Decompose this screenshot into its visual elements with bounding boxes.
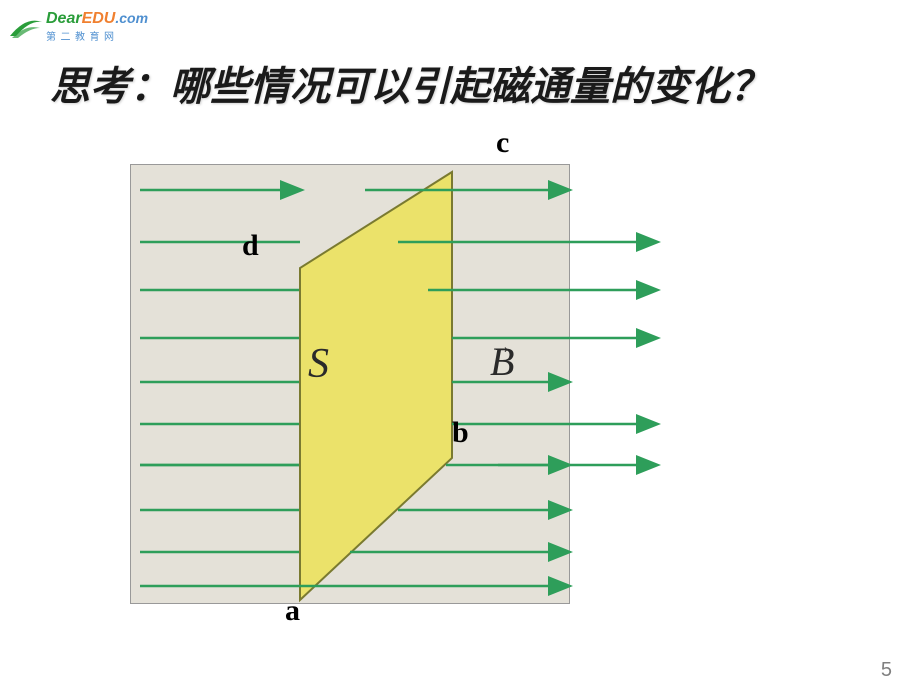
vertex-label-d: d (242, 229, 259, 263)
site-logo: DearEDU.com 第 二 教 育 网 (8, 8, 148, 44)
surface-label-S: S (308, 340, 329, 388)
vertex-label-c: c (496, 126, 509, 160)
logo-subtitle: 第 二 教 育 网 (46, 28, 148, 43)
vertex-label-b: b (452, 416, 469, 450)
logo-text: DearEDU.com 第 二 教 育 网 (46, 10, 148, 43)
vertex-label-a: a (285, 594, 300, 628)
page-title: 思考：哪些情况可以引起磁通量的变化？ (50, 54, 770, 112)
logo-brand-3: .com (115, 10, 148, 26)
page-number: 5 (881, 659, 892, 682)
magnetic-flux-diagram: S B → a b c d (90, 120, 710, 640)
B-vector-arrow-icon: → (492, 336, 512, 359)
logo-brand-2: EDU (82, 10, 116, 27)
diagram-svg (90, 120, 710, 640)
logo-brand-1: Dear (46, 10, 82, 27)
logo-swoosh-icon (8, 8, 44, 44)
